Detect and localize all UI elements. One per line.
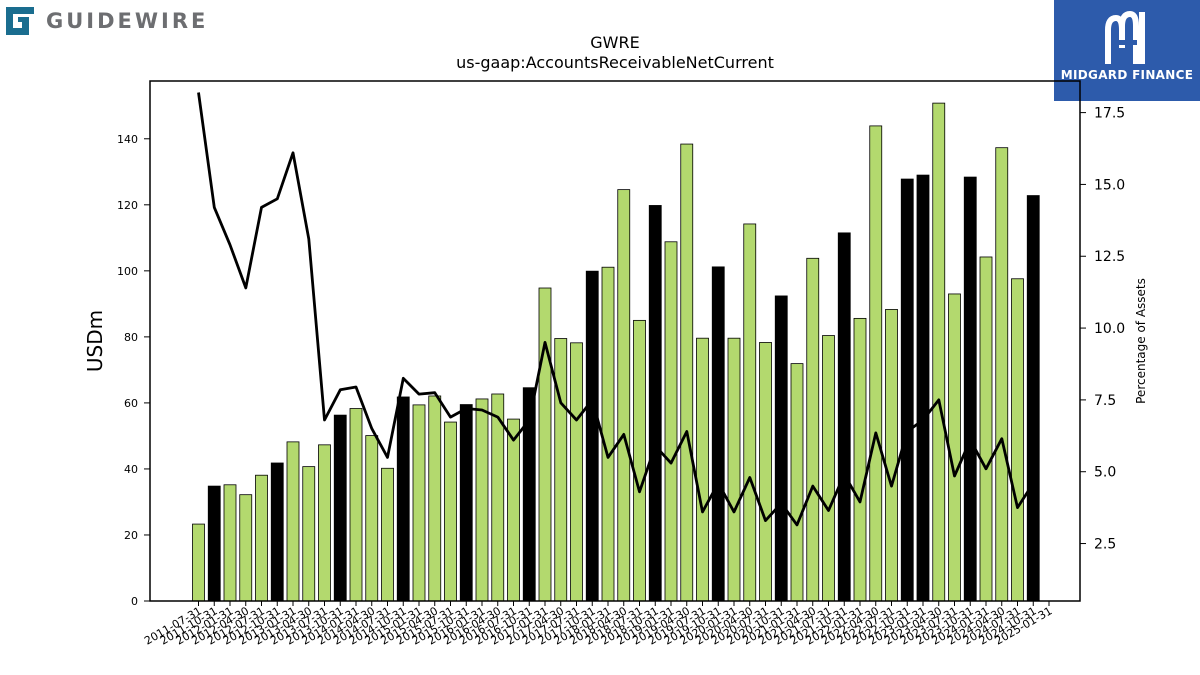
bar xyxy=(444,421,457,602)
y-tick-label: 0 xyxy=(131,595,138,608)
bar xyxy=(743,223,757,602)
bar xyxy=(617,189,631,602)
bar xyxy=(255,474,268,602)
bar xyxy=(428,395,442,602)
y-tick-label: 60 xyxy=(124,397,138,410)
y-right-tick-label: 10.0 xyxy=(1094,321,1125,337)
bar xyxy=(837,232,851,602)
bar xyxy=(1026,195,1040,602)
bar xyxy=(207,485,221,602)
bar xyxy=(349,408,363,602)
y-axis-label-right: Percentage of Assets xyxy=(1134,278,1148,404)
bar xyxy=(601,266,615,602)
chart-title: GWRE xyxy=(590,33,639,52)
bar xyxy=(948,293,961,602)
bar xyxy=(995,147,1009,602)
bar xyxy=(239,494,253,602)
y-right-tick-label: 15.0 xyxy=(1094,177,1125,193)
bar xyxy=(680,143,694,602)
y-axis-right: 2.5 5.0 7.5 10.0 12.5 15.0 17.5 xyxy=(1080,106,1125,553)
x-axis: 2011-07-312011-10-312012-01-312012-04-30… xyxy=(142,601,1055,648)
bar xyxy=(270,462,284,602)
bar xyxy=(381,467,394,602)
bar xyxy=(365,435,379,602)
bar xyxy=(806,257,820,602)
bar xyxy=(759,342,772,602)
line-layer xyxy=(197,92,1035,527)
bar xyxy=(900,178,914,602)
bars-group xyxy=(192,102,1040,602)
bar xyxy=(727,337,741,602)
bar xyxy=(711,266,725,602)
bar xyxy=(853,317,867,602)
badge-text: MIDGARD FINANCE xyxy=(1060,68,1194,82)
bar xyxy=(396,396,410,602)
bar xyxy=(459,404,473,602)
midgard-m-icon xyxy=(1105,10,1145,64)
y-tick-label: 20 xyxy=(124,529,138,542)
bar xyxy=(585,270,599,602)
bar xyxy=(286,441,300,602)
midgard-finance-badge: MIDGARD FINANCE xyxy=(1054,0,1200,101)
bar xyxy=(963,176,977,602)
bar xyxy=(932,102,946,602)
bar xyxy=(696,337,709,602)
bar xyxy=(648,205,662,602)
y-right-tick-label: 17.5 xyxy=(1094,106,1125,122)
bar xyxy=(633,319,646,602)
bar xyxy=(1011,278,1024,602)
y-right-tick-label: 7.5 xyxy=(1094,393,1116,409)
y-right-tick-label: 2.5 xyxy=(1094,537,1116,553)
y-right-tick-label: 12.5 xyxy=(1094,249,1125,265)
percentage-line xyxy=(197,92,1035,527)
y-tick-label: 140 xyxy=(117,133,138,146)
bar xyxy=(318,444,331,602)
y-right-tick-label: 5.0 xyxy=(1094,465,1116,481)
y-axis-label-left: USDm xyxy=(83,310,107,372)
bar xyxy=(554,338,568,602)
bar xyxy=(979,256,993,602)
chart-subtitle: us-gaap:AccountsReceivableNetCurrent xyxy=(456,53,774,72)
bar xyxy=(192,523,205,602)
bar xyxy=(774,295,788,602)
bar xyxy=(475,398,489,602)
y-tick-label: 120 xyxy=(117,199,138,212)
bar xyxy=(869,125,883,602)
plot-frame xyxy=(149,80,1081,602)
bar xyxy=(790,363,804,602)
guidewire-logo: GUIDEWIRE xyxy=(4,4,208,38)
bar xyxy=(885,309,898,602)
bar xyxy=(302,466,316,602)
y-axis-left: 0 20 40 60 80 100 120 140 xyxy=(117,133,150,608)
guidewire-g-icon xyxy=(6,7,34,35)
bar xyxy=(916,174,930,602)
bar xyxy=(570,342,583,602)
y-tick-label: 100 xyxy=(117,265,138,278)
bar xyxy=(822,335,835,602)
bar xyxy=(223,484,237,602)
y-tick-label: 80 xyxy=(124,331,138,344)
logo-text: GUIDEWIRE xyxy=(46,9,209,33)
bar xyxy=(538,287,552,602)
bar xyxy=(507,418,520,602)
bar xyxy=(664,241,678,602)
bar xyxy=(333,414,347,602)
bar xyxy=(412,404,426,602)
y-tick-label: 40 xyxy=(124,463,138,476)
